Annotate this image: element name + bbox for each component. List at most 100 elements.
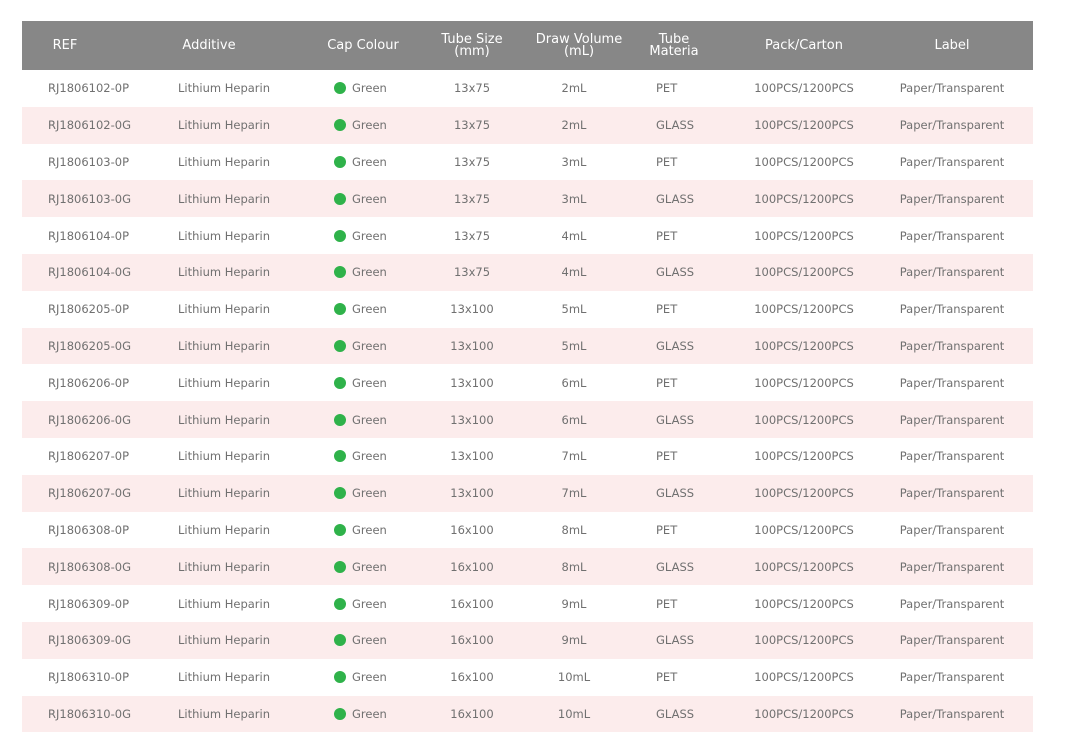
cell-label-text: Paper/Transparent <box>899 265 1005 280</box>
cap-colour-dot-icon <box>334 413 346 426</box>
cell-material: GLASS <box>656 180 726 217</box>
cell-additive-text: Lithium Heparin <box>178 522 271 537</box>
cell-additive-text: Lithium Heparin <box>178 375 271 390</box>
cell-size-text: 13x100 <box>450 449 494 464</box>
cell-material: PET <box>656 585 726 622</box>
cell-volume: 10mL <box>534 659 614 696</box>
cell-material-text: PET <box>656 375 678 390</box>
cell-size-text: 16x100 <box>450 559 494 574</box>
cell-size-text: 13x75 <box>453 265 491 280</box>
cell-material-text: PET <box>656 522 678 537</box>
cell-cap-text: Green <box>352 118 387 133</box>
cell-size: 13x100 <box>432 291 512 328</box>
cell-size: 13x100 <box>432 438 512 475</box>
cap-colour-dot-icon <box>334 266 346 279</box>
cell-material-text: GLASS <box>656 706 695 721</box>
cell-label: Paper/Transparent <box>892 585 1012 622</box>
cell-ref: RJ1806207-0P <box>48 438 158 475</box>
cell-additive-text: Lithium Heparin <box>178 191 271 206</box>
cell-volume-text: 9mL <box>561 633 587 648</box>
cap-colour-dot-icon <box>334 119 346 132</box>
cell-additive: Lithium Heparin <box>178 401 308 438</box>
cell-volume: 10mL <box>534 696 614 733</box>
cell-label: Paper/Transparent <box>892 622 1012 659</box>
cell-ref-text: RJ1806310-0P <box>48 670 129 685</box>
cell-material: PET <box>656 512 726 549</box>
header-tube-size-line2: (mm) <box>454 43 490 59</box>
cell-additive: Lithium Heparin <box>178 328 308 365</box>
cell-material-text: GLASS <box>656 633 695 648</box>
cell-cap: Green <box>334 254 424 291</box>
cell-additive-text: Lithium Heparin <box>178 154 271 169</box>
product-table: REF Additive Cap Colour Tube Size (mm) D… <box>22 21 1033 733</box>
cell-ref: RJ1806206-0G <box>48 401 158 438</box>
cell-size: 13x75 <box>432 107 512 144</box>
cell-material-text: PET <box>656 302 678 317</box>
cell-label: Paper/Transparent <box>892 548 1012 585</box>
cell-cap: Green <box>334 144 424 181</box>
cell-cap: Green <box>334 475 424 512</box>
cell-volume: 2mL <box>534 107 614 144</box>
cell-cap-text: Green <box>352 154 387 169</box>
header-draw-volume-line1: Draw Volume <box>535 31 623 47</box>
cell-ref: RJ1806308-0P <box>48 512 158 549</box>
table-row: RJ1806207-0P Lithium Heparin Green 13x100 7m… <box>22 438 1033 475</box>
cell-volume-text: 10mL <box>557 706 591 721</box>
table-row: RJ1806104-0G Lithium Heparin Green 13x75 4mL… <box>22 253 1033 291</box>
cell-pack-text: 100PCS/1200PCS <box>754 706 854 721</box>
cell-size: 13x75 <box>432 144 512 181</box>
cell-additive: Lithium Heparin <box>178 512 308 549</box>
cell-size: 16x100 <box>432 622 512 659</box>
cell-material: GLASS <box>656 622 726 659</box>
cell-size: 13x100 <box>432 475 512 512</box>
cell-volume-text: 2mL <box>561 118 587 133</box>
header-additive-label: Additive <box>182 37 236 53</box>
cell-ref-text: RJ1806102-0G <box>48 118 131 133</box>
cell-volume-text: 10mL <box>557 670 591 685</box>
cell-cap: Green <box>334 328 424 365</box>
cell-label: Paper/Transparent <box>892 180 1012 217</box>
cell-material-text: GLASS <box>656 559 695 574</box>
table-row: RJ1806310-0G Lithium Heparin Green 16x100 10… <box>22 695 1033 733</box>
cell-cap: Green <box>334 622 424 659</box>
cell-additive-text: Lithium Heparin <box>178 449 271 464</box>
cell-pack: 100PCS/1200PCS <box>744 438 864 475</box>
header-pack-carton: Pack/Carton <box>745 21 863 70</box>
cell-cap: Green <box>334 585 424 622</box>
cell-volume-text: 3mL <box>561 191 587 206</box>
cell-additive-text: Lithium Heparin <box>178 559 271 574</box>
cell-label-text: Paper/Transparent <box>899 449 1005 464</box>
table-row: RJ1806102-0P Lithium Heparin Green 13x75 2mL… <box>22 70 1033 107</box>
header-label: Label <box>902 21 1002 70</box>
cell-volume: 3mL <box>534 144 614 181</box>
cell-ref: RJ1806308-0G <box>48 548 158 585</box>
table-row: RJ1806308-0G Lithium Heparin Green 16x100 8m… <box>22 548 1033 586</box>
cell-volume-text: 5mL <box>561 302 587 317</box>
table-row: RJ1806206-0G Lithium Heparin Green 13x100 6m… <box>22 401 1033 438</box>
cell-material: GLASS <box>656 107 726 144</box>
header-draw-volume: Draw Volume (mL) <box>525 21 633 70</box>
cell-ref-text: RJ1806205-0G <box>48 338 131 353</box>
cell-pack: 100PCS/1200PCS <box>744 180 864 217</box>
cell-additive: Lithium Heparin <box>178 548 308 585</box>
cell-ref: RJ1806205-0G <box>48 328 158 365</box>
cell-volume: 7mL <box>534 438 614 475</box>
cell-ref-text: RJ1806309-0G <box>48 633 131 648</box>
cell-label-text: Paper/Transparent <box>899 559 1005 574</box>
cell-size: 16x100 <box>432 696 512 733</box>
cell-label: Paper/Transparent <box>892 70 1012 107</box>
cap-colour-dot-icon <box>334 560 346 573</box>
cell-volume-text: 3mL <box>561 154 587 169</box>
cell-additive: Lithium Heparin <box>178 217 308 254</box>
cell-material: PET <box>656 659 726 696</box>
cell-label-text: Paper/Transparent <box>899 412 1005 427</box>
cell-pack-text: 100PCS/1200PCS <box>754 559 854 574</box>
table-row: RJ1806308-0P Lithium Heparin Green 16x100 8m… <box>22 512 1033 549</box>
cell-size-text: 13x100 <box>450 412 494 427</box>
cap-colour-dot-icon <box>334 192 346 205</box>
cell-ref: RJ1806102-0G <box>48 107 158 144</box>
cell-cap-text: Green <box>352 191 387 206</box>
cell-volume-text: 8mL <box>561 559 587 574</box>
cell-label: Paper/Transparent <box>892 107 1012 144</box>
cap-colour-dot-icon <box>334 634 346 647</box>
